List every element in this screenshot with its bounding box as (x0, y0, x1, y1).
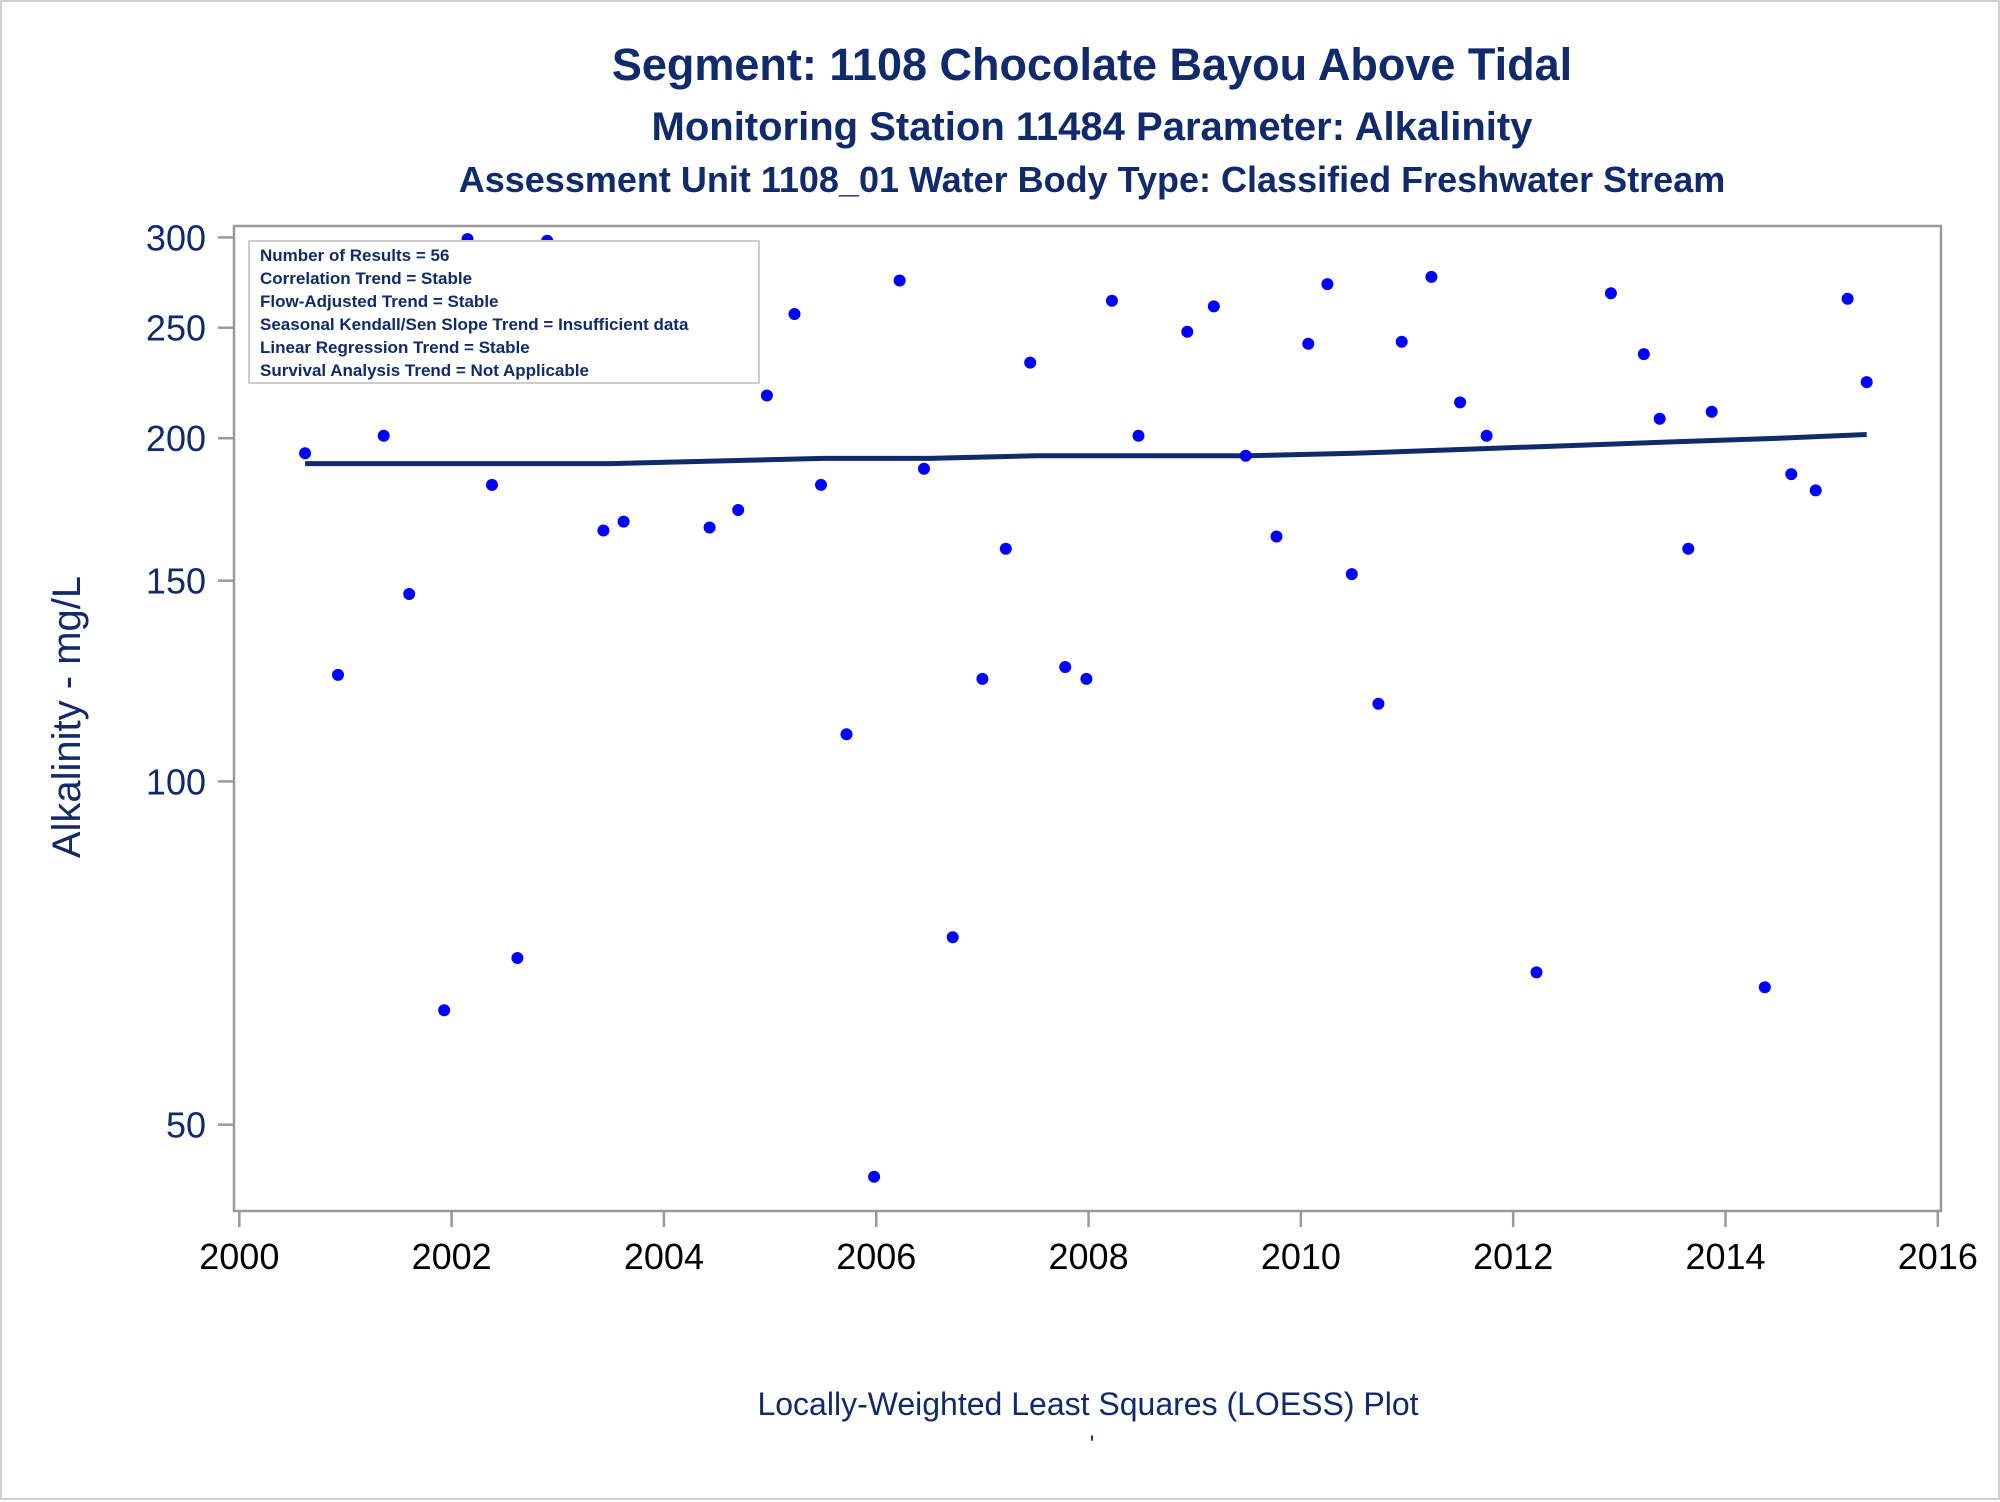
data-point (732, 504, 745, 516)
data-point (1841, 292, 1854, 305)
data-point (1758, 981, 1771, 994)
x-tick-label: 2010 (1261, 1236, 1341, 1277)
data-point (1604, 287, 1617, 300)
data-point (299, 447, 312, 460)
y-axis-label: Alkalinity - mg/L (45, 576, 89, 858)
data-point (1705, 405, 1718, 418)
x-axis: 2000 2002 2004 2006 2008 2010 2012 2014 2016 (199, 1211, 1978, 1277)
data-point (403, 588, 416, 600)
data-point (1321, 278, 1334, 291)
data-point (1059, 661, 1072, 673)
data-point (486, 478, 498, 491)
data-point (976, 672, 989, 685)
data-point (1080, 672, 1093, 685)
x-tick-label: 2002 (412, 1236, 492, 1277)
data-point (918, 462, 930, 475)
data-point (1372, 697, 1385, 710)
data-point (1181, 325, 1194, 338)
y-tick-label: 300 (146, 217, 206, 258)
data-point (1480, 429, 1493, 442)
y-axis: 50 100 150 200 250 300 (146, 217, 234, 1146)
data-point (1530, 966, 1543, 979)
data-point (1860, 376, 1873, 389)
data-point (840, 728, 853, 741)
footnote-loess: Locally-Weighted Least Squares (LOESS) P… (757, 1386, 1418, 1422)
y-tick-label: 100 (146, 761, 206, 802)
data-point (1425, 270, 1438, 283)
data-point (1395, 335, 1408, 348)
x-tick-label: 2008 (1049, 1236, 1129, 1277)
data-point (703, 521, 716, 534)
chart-subtitle-assessment: Assessment Unit 1108_01 Water Body Type:… (459, 159, 1726, 200)
data-point (1785, 468, 1798, 481)
data-point (1132, 429, 1145, 442)
data-point (1270, 530, 1283, 543)
stats-line-correlation: Correlation Trend = Stable (260, 269, 472, 288)
data-point (1809, 484, 1822, 497)
stats-line-results: Number of Results = 56 (260, 246, 449, 265)
y-tick-label: 200 (146, 418, 206, 459)
footnote-mark: ' (1090, 1431, 1095, 1458)
x-tick-label: 2000 (199, 1236, 279, 1277)
data-point (1637, 348, 1650, 361)
stats-line-flow-adjusted: Flow-Adjusted Trend = Stable (260, 292, 499, 311)
data-point (1454, 396, 1467, 409)
x-tick-label: 2012 (1473, 1236, 1553, 1277)
y-tick-label: 50 (166, 1105, 206, 1146)
data-point (815, 478, 827, 491)
x-tick-label: 2014 (1685, 1236, 1765, 1277)
data-point (1024, 356, 1037, 369)
x-tick-label: 2016 (1898, 1236, 1978, 1277)
chart-title: Segment: 1108 Chocolate Bayou Above Tida… (612, 39, 1572, 90)
data-point (999, 542, 1012, 555)
data-point (438, 1004, 451, 1017)
data-point (1682, 542, 1695, 555)
data-point (946, 931, 959, 944)
stats-box: Number of Results = 56 Correlation Trend… (248, 240, 760, 384)
y-tick-label: 250 (146, 308, 206, 349)
x-tick-label: 2006 (836, 1236, 916, 1277)
stats-box-border (248, 240, 760, 384)
stats-line-linear-regression: Linear Regression Trend = Stable (260, 338, 530, 357)
data-point (332, 668, 344, 681)
data-point (1653, 412, 1666, 425)
data-point (788, 308, 801, 320)
data-point (1105, 294, 1118, 307)
data-point (1239, 449, 1252, 462)
data-point (760, 389, 773, 402)
data-point (617, 515, 630, 528)
data-point (597, 524, 610, 537)
x-tick-label: 2004 (624, 1236, 704, 1277)
loess-trend-line (305, 432, 1867, 467)
data-point (1302, 337, 1315, 350)
stats-line-survival-analysis: Survival Analysis Trend = Not Applicable (260, 361, 589, 380)
chart-subtitle-station: Monitoring Station 11484 Parameter: Alka… (652, 105, 1534, 149)
data-point (893, 274, 906, 287)
loess-line-layer (305, 432, 1867, 467)
data-point (1345, 568, 1358, 581)
data-point (511, 952, 524, 964)
data-point (377, 429, 390, 442)
stats-line-seasonal-kendall: Seasonal Kendall/Sen Slope Trend = Insuf… (260, 315, 689, 334)
y-tick-label: 150 (146, 561, 206, 602)
data-point (868, 1170, 881, 1183)
data-point (1207, 300, 1220, 313)
